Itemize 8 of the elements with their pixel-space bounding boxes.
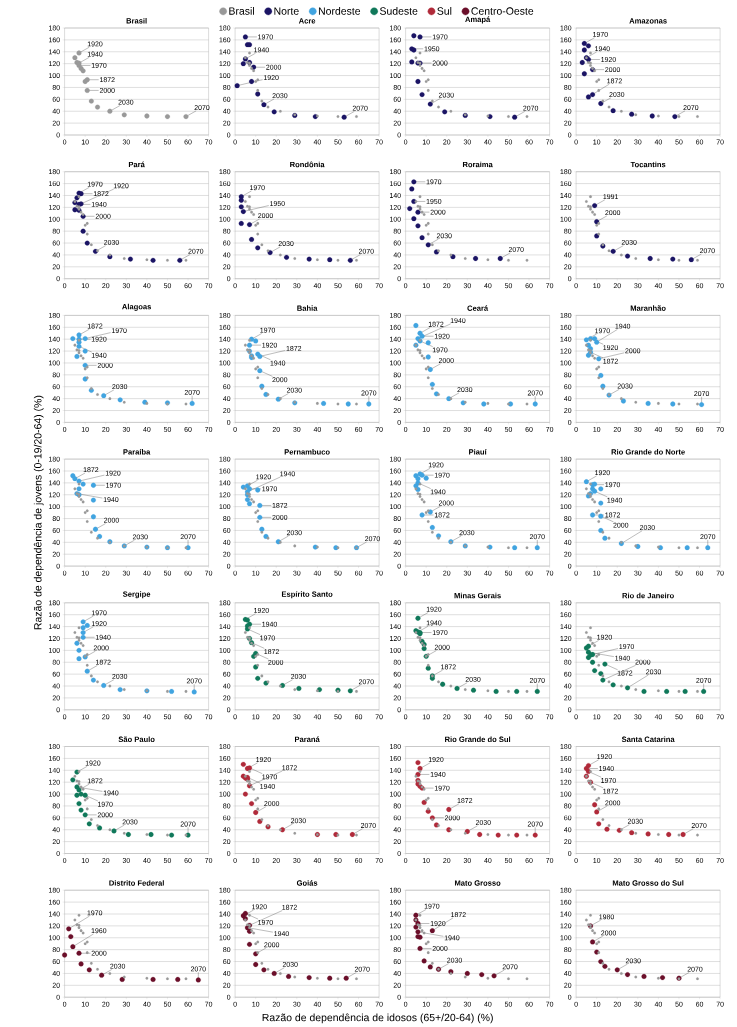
legend-label: Centro-Oeste <box>471 7 534 15</box>
legend-label: Nordeste <box>319 7 361 15</box>
legend-label: Sul <box>437 7 452 15</box>
y-axis-title: Razão de dependência de jovens (0-19/20-64) (%) <box>34 395 44 630</box>
legend-label: Norte <box>274 7 299 15</box>
legend-label: Brasil <box>229 7 255 15</box>
legend-label: Sudeste <box>380 7 418 15</box>
x-axis-title: Razão de dependência de idosos (65+/20-64) (%) <box>262 1013 494 1024</box>
